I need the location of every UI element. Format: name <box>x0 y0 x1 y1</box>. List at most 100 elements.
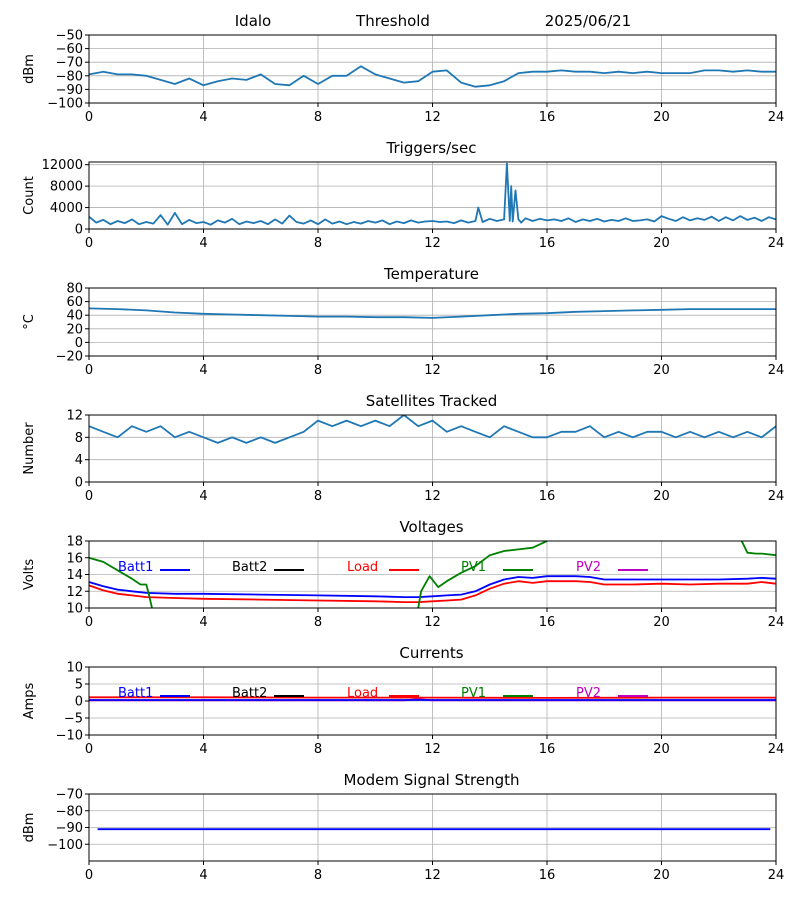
legend-label-pv1: PV1 <box>461 560 486 575</box>
series-line-pv1b <box>417 541 548 608</box>
x-tick-label: 12 <box>424 868 441 883</box>
x-tick-label: 20 <box>653 236 670 251</box>
y-tick-label: 4 <box>75 453 83 468</box>
series-line-pv1c <box>740 541 776 557</box>
x-tick-label: 12 <box>424 363 441 378</box>
y-tick-label: −20 <box>56 350 83 365</box>
y-tick-label: −80 <box>56 69 83 84</box>
y-tick-label: 10 <box>66 661 83 676</box>
x-tick-label: 8 <box>314 236 322 251</box>
x-tick-label: 24 <box>768 742 785 757</box>
x-tick-label: 24 <box>768 868 785 883</box>
panel-threshold: 0 4 8 12 16 20 24 −50−60−70−80−90−100 dBm <box>22 29 784 126</box>
panel-modem: 0 4 8 12 16 20 24 −70−80 −90 −100 Modem Signal Str… <box>22 771 784 883</box>
x-tick-label: 12 <box>424 742 441 757</box>
y-tick-label: −5 <box>64 712 83 727</box>
legend-label-load: Load <box>347 686 378 701</box>
plot-frame <box>88 793 777 862</box>
x-tick-label: 4 <box>199 615 207 630</box>
panel-title: Currents <box>399 644 463 662</box>
x-tick-label: 8 <box>314 742 322 757</box>
x-tick-label: 8 <box>314 615 322 630</box>
x-tick-label: 0 <box>85 489 93 504</box>
y-axis-label: Volts <box>22 559 37 591</box>
x-tick-label: 20 <box>653 363 670 378</box>
y-tick-label: 5 <box>75 678 83 693</box>
legend-label-pv1: PV1 <box>461 686 486 701</box>
panel-satellites: 0 4 8 12 16 20 24 0 4 8 12 Satellites Tracked Number <box>22 392 784 504</box>
x-tick-label: 4 <box>199 868 207 883</box>
legend-label-pv2: PV2 <box>576 686 601 701</box>
y-axis-label: Count <box>22 176 37 215</box>
y-tick-label: 18 <box>66 535 83 550</box>
x-tick-label: 0 <box>85 868 93 883</box>
series-line-0 <box>89 307 776 319</box>
x-tick-label: 16 <box>539 742 556 757</box>
y-tick-label: 0 <box>75 695 83 710</box>
panel-title: Temperature <box>383 265 479 283</box>
y-tick-label: −70 <box>56 788 83 803</box>
x-tick-label: 20 <box>653 868 670 883</box>
x-tick-label: 12 <box>424 489 441 504</box>
y-axis-label: °C <box>22 314 37 330</box>
y-tick-label: −10 <box>56 729 83 744</box>
y-tick-label: −100 <box>47 838 83 853</box>
y-tick-label: −50 <box>56 29 83 44</box>
x-tick-label: 8 <box>314 110 322 125</box>
series-line-0 <box>89 415 776 444</box>
x-tick-label: 16 <box>539 615 556 630</box>
y-tick-label: 4000 <box>50 201 83 216</box>
y-axis-label: Amps <box>22 682 37 719</box>
y-tick-label: −60 <box>56 42 83 57</box>
plot-frame <box>88 161 777 230</box>
series-line-batt1 <box>89 575 776 598</box>
y-tick-label: 20 <box>66 322 83 337</box>
y-tick-label: 60 <box>66 295 83 310</box>
x-tick-label: 24 <box>768 489 785 504</box>
y-axis-label: Number <box>22 422 37 475</box>
legend-label-batt2: Batt2 <box>232 686 267 701</box>
y-tick-label: 8 <box>75 431 83 446</box>
x-tick-label: 0 <box>85 110 93 125</box>
x-tick-label: 8 <box>314 489 322 504</box>
y-axis-label: dBm <box>22 54 37 84</box>
legend-label-batt1: Batt1 <box>118 560 153 575</box>
x-tick-label: 16 <box>539 868 556 883</box>
plot-frame <box>88 287 777 357</box>
y-tick-label: 0 <box>75 223 83 238</box>
x-tick-label: 4 <box>199 236 207 251</box>
x-tick-label: 0 <box>85 236 93 251</box>
x-tick-label: 0 <box>85 615 93 630</box>
mode-title: Threshold <box>355 12 430 30</box>
legend-label-batt1: Batt1 <box>118 686 153 701</box>
plot-frame <box>88 34 777 104</box>
y-tick-label: 8000 <box>50 180 83 195</box>
y-tick-label: 0 <box>75 336 83 351</box>
x-tick-label: 0 <box>85 742 93 757</box>
x-tick-label: 20 <box>653 742 670 757</box>
panel-title: Satellites Tracked <box>366 392 497 410</box>
y-tick-label: 16 <box>66 551 83 566</box>
y-tick-label: −90 <box>56 821 83 836</box>
y-tick-label: −80 <box>56 804 83 819</box>
x-tick-label: 12 <box>424 110 441 125</box>
x-tick-label: 0 <box>85 363 93 378</box>
x-tick-label: 8 <box>314 363 322 378</box>
x-tick-label: 4 <box>199 489 207 504</box>
site-title: Idalo <box>235 12 271 30</box>
x-tick-label: 24 <box>768 110 785 125</box>
date-title: 2025/06/21 <box>545 12 631 30</box>
x-tick-label: 16 <box>539 236 556 251</box>
y-tick-label: 12 <box>66 409 83 424</box>
x-tick-label: 16 <box>539 363 556 378</box>
x-tick-label: 4 <box>199 742 207 757</box>
series-line-load <box>89 580 776 603</box>
y-tick-label: 12 <box>66 585 83 600</box>
y-tick-label: 14 <box>66 568 83 583</box>
x-tick-label: 12 <box>424 236 441 251</box>
